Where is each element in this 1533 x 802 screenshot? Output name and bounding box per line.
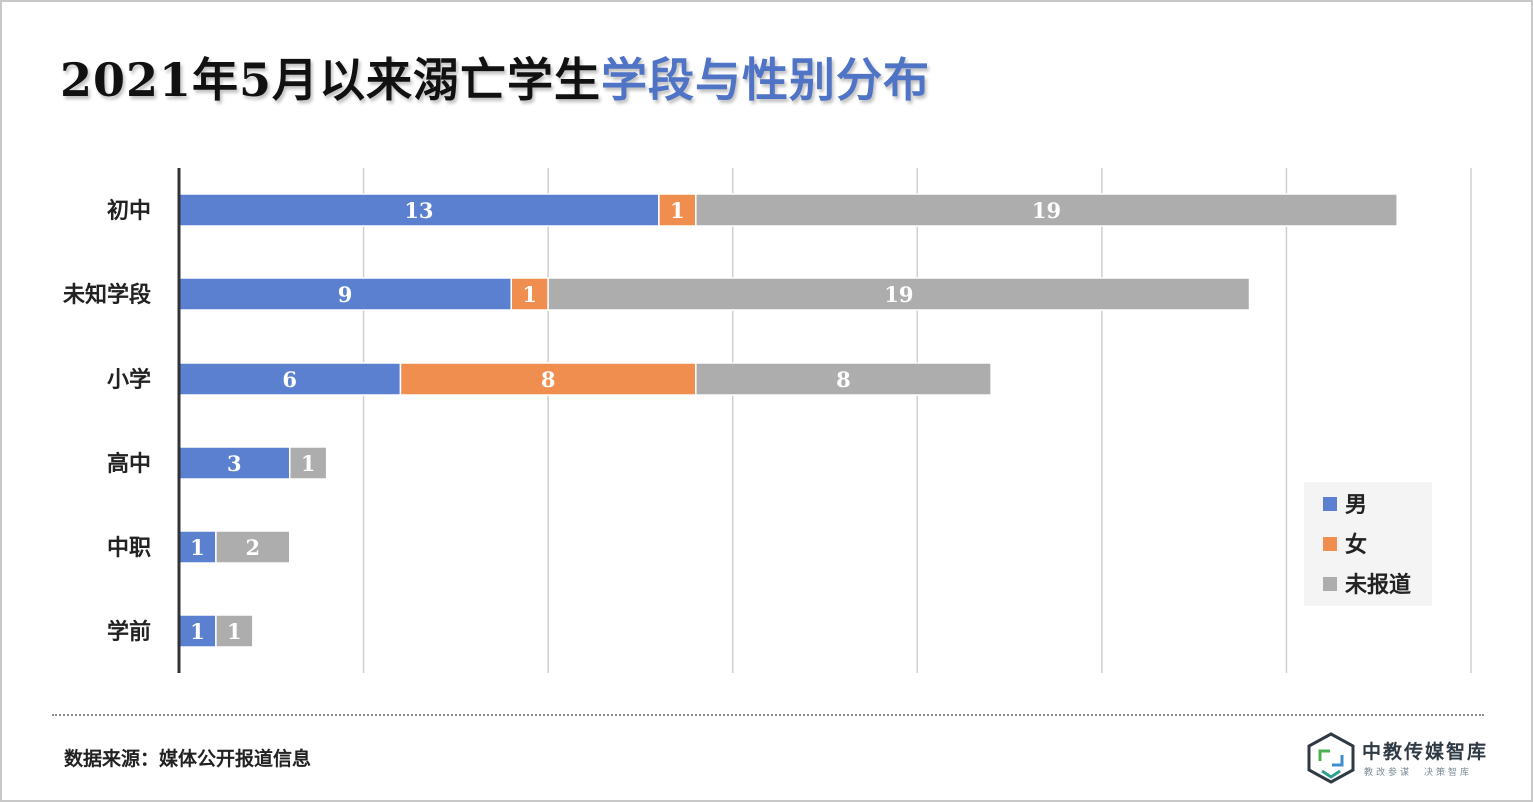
category-label: 学前 — [107, 619, 151, 645]
data-label: 13 — [404, 198, 433, 223]
logo-name: 中教传媒智库 — [1362, 741, 1489, 763]
bar-segment — [215, 614, 254, 648]
data-label: 1 — [190, 619, 205, 644]
data-label: 3 — [227, 451, 242, 476]
bar-segment — [510, 277, 549, 311]
category-label: 未知学段 — [63, 282, 151, 308]
logo-tagline: 教改参谋 决策智库 — [1364, 768, 1473, 778]
data-label: 1 — [190, 535, 205, 560]
data-label: 6 — [282, 367, 297, 392]
chart-title-highlight: 学段与性别分布 — [601, 53, 931, 107]
data-label: 8 — [836, 367, 851, 392]
legend-swatch — [1323, 577, 1337, 591]
bar-segment — [215, 530, 291, 564]
data-label: 1 — [227, 619, 242, 644]
bar-segment — [695, 362, 992, 396]
data-label: 9 — [338, 282, 353, 307]
data-label: 19 — [884, 282, 913, 307]
data-label: 1 — [301, 451, 316, 476]
data-label: 1 — [670, 198, 685, 223]
bar-segment — [178, 277, 512, 311]
bar-segment — [547, 277, 1251, 311]
category-label: 初中 — [107, 198, 151, 224]
legend-swatch — [1323, 537, 1337, 551]
legend-label: 男 — [1345, 493, 1367, 518]
bar-segment — [658, 193, 697, 227]
chart-title: 2021年5月以来溺亡学生学段与性别分布 — [60, 44, 930, 110]
brand-logo: 中教传媒智库 教改参谋 决策智库 — [1304, 731, 1494, 784]
footer-divider — [52, 714, 1484, 716]
bar-segment — [695, 193, 1398, 227]
source-note: 数据来源：媒体公开报道信息 — [64, 748, 312, 770]
bar-segment — [288, 446, 328, 480]
data-label: 19 — [1032, 198, 1061, 223]
bar-segment — [178, 446, 291, 480]
legend-swatch — [1323, 497, 1337, 511]
data-label: 2 — [246, 535, 261, 560]
legend-label: 未报道 — [1345, 572, 1411, 598]
logo-icon — [1307, 732, 1355, 784]
legend-label: 女 — [1345, 532, 1367, 558]
bar-segment — [178, 362, 402, 396]
category-label: 小学 — [107, 367, 151, 393]
category-label: 中职 — [107, 536, 151, 561]
category-label: 高中 — [107, 451, 151, 477]
chart-title-main: 2021年5月以来溺亡学生 — [60, 53, 602, 107]
data-label: 8 — [541, 367, 556, 392]
data-label: 1 — [522, 282, 537, 307]
